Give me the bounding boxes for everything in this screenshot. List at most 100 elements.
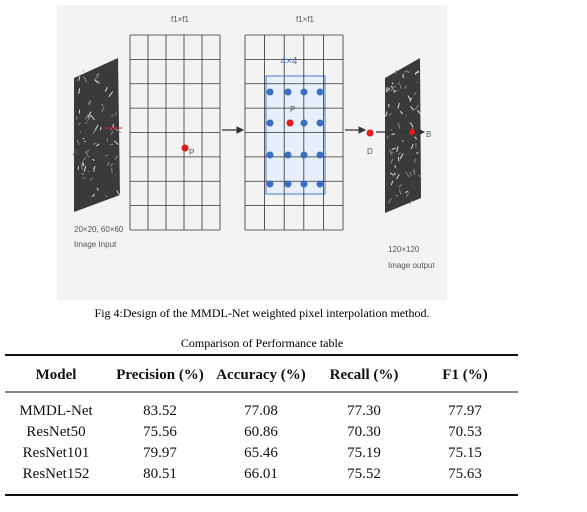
texture-stroke xyxy=(116,190,120,196)
texture-stroke xyxy=(397,156,400,162)
input-label: Image Input xyxy=(74,240,117,249)
texture-stroke xyxy=(117,128,121,134)
texture-stroke xyxy=(89,177,93,181)
texture-stroke xyxy=(391,147,396,150)
texture-stroke xyxy=(105,194,108,198)
window-label: 4×4 xyxy=(281,56,298,67)
texture-stroke xyxy=(397,123,401,129)
table-cell: 65.46 xyxy=(244,445,278,461)
point-b xyxy=(409,129,415,135)
texture-stroke xyxy=(385,87,391,93)
sample-dot xyxy=(300,119,308,127)
sample-dot xyxy=(300,88,308,96)
texture-stroke xyxy=(388,113,392,116)
figure-background xyxy=(57,5,447,300)
texture-stroke xyxy=(396,194,398,197)
texture-stroke xyxy=(77,122,81,126)
texture-stroke xyxy=(397,89,400,92)
texture-stroke xyxy=(405,115,408,117)
texture-stroke xyxy=(414,70,419,75)
table-cell: ResNet101 xyxy=(23,445,90,461)
texture-stroke xyxy=(403,70,409,73)
texture-stroke xyxy=(390,158,394,164)
texture-stroke xyxy=(391,82,394,85)
texture-stroke xyxy=(109,163,114,167)
column-header: Precision (%) xyxy=(116,367,204,383)
texture-stroke xyxy=(84,140,87,143)
sample-dot xyxy=(266,180,274,188)
texture-stroke xyxy=(409,97,412,102)
table: Model Precision (%) Accuracy (%) Recall (%)… xyxy=(19,367,487,482)
texture-stroke xyxy=(402,73,404,79)
texture-stroke xyxy=(75,116,78,120)
texture-stroke xyxy=(398,189,402,195)
texture-stroke xyxy=(407,95,411,101)
texture-stroke xyxy=(81,172,85,176)
texture-stroke xyxy=(396,174,400,180)
caption: Fig 4:Design of the MMDL-Net weighted pi… xyxy=(95,306,430,320)
table-title: Comparison of Performance table xyxy=(181,336,343,350)
texture-stroke xyxy=(108,91,114,98)
texture-stroke xyxy=(401,140,404,142)
texture-stroke xyxy=(92,158,95,162)
texture-stroke xyxy=(404,190,409,194)
sample-dot xyxy=(284,88,292,96)
texture-stroke xyxy=(385,111,388,117)
texture-stroke xyxy=(398,183,403,188)
texture-stroke xyxy=(104,154,109,157)
table-cell: 60.86 xyxy=(244,424,278,440)
texture-stroke xyxy=(399,110,404,115)
point-p1 xyxy=(181,144,189,152)
sample-dot xyxy=(266,88,274,96)
texture-stroke xyxy=(416,151,419,155)
texture-stroke xyxy=(114,128,119,132)
table-cell: 77.08 xyxy=(244,403,278,419)
point-label: P xyxy=(189,148,194,157)
texture-stroke xyxy=(394,165,397,168)
texture-stroke xyxy=(96,187,99,191)
texture-stroke xyxy=(396,146,399,152)
texture-stroke xyxy=(413,168,416,173)
texture-stroke xyxy=(94,79,99,84)
texture-stroke xyxy=(390,151,394,155)
table-cell: 66.01 xyxy=(244,466,278,482)
table-cell: 75.52 xyxy=(347,466,381,482)
table-cell: 70.53 xyxy=(448,424,482,440)
texture-stroke xyxy=(410,143,414,150)
texture-stroke xyxy=(93,142,97,145)
table-cell: 77.30 xyxy=(347,403,381,419)
texture-stroke xyxy=(90,114,95,121)
table-cell: MMDL-Net xyxy=(19,403,93,419)
texture-stroke xyxy=(414,104,419,110)
window-highlight xyxy=(265,75,326,195)
point-label: A xyxy=(73,148,79,157)
texture-stroke xyxy=(409,171,413,177)
texture-stroke xyxy=(78,109,81,114)
grid-label: f1×f1 xyxy=(171,15,190,24)
texture-stroke xyxy=(389,172,394,176)
point-label: B xyxy=(426,130,431,139)
texture-stroke xyxy=(389,89,393,92)
texture-stroke xyxy=(110,130,114,136)
point-label: P xyxy=(290,105,295,114)
sample-dot xyxy=(316,88,324,96)
texture-stroke xyxy=(86,115,92,122)
sample-dot xyxy=(316,119,324,127)
sample-dot xyxy=(266,119,274,127)
output-size: 120×120 xyxy=(388,245,420,254)
column-header: Model xyxy=(36,367,77,383)
texture-stroke xyxy=(78,88,81,95)
texture-stroke xyxy=(85,149,90,155)
texture-stroke xyxy=(412,170,416,176)
sample-dot xyxy=(266,151,274,159)
figure: f1×f1 f1×f1 4×4 A P P D B 20×20, 60×60 I… xyxy=(73,15,435,270)
output-label: Image output xyxy=(388,261,435,270)
texture-stroke xyxy=(387,198,393,204)
texture-stroke xyxy=(110,114,114,117)
texture-stroke xyxy=(111,167,113,174)
texture-stroke xyxy=(101,106,105,113)
sample-dot xyxy=(300,180,308,188)
texture-stroke xyxy=(414,136,418,140)
texture-stroke xyxy=(404,85,407,89)
